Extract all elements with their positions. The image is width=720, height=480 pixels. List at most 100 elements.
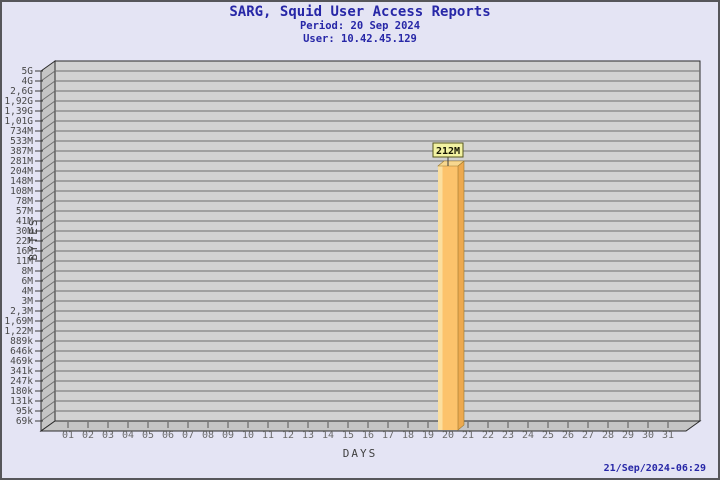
x-tick-label: 30 [642,430,654,441]
y-tick-label: 2,3M [10,306,33,317]
data-bar-front [438,166,458,430]
gridline-side [40,380,56,392]
y-tick-label: 2,6G [10,86,33,97]
y-tick-label: 41M [16,216,33,227]
y-tick-label: 1,01G [4,116,33,127]
x-tick-label: 23 [502,430,514,441]
x-tick-label: 18 [402,430,414,441]
x-tick-label: 11 [262,430,274,441]
y-tick-label: 78M [16,196,33,207]
gridline-side [40,210,56,222]
chart-title: SARG, Squid User Access Reports [229,4,491,20]
y-tick-label: 5G [22,66,34,77]
x-tick-label: 12 [282,430,294,441]
data-bar-highlight [438,166,443,430]
x-tick-label: 02 [82,430,94,441]
gridline-side [40,130,56,142]
gridline-side [40,170,56,182]
gridline-side [40,260,56,272]
x-tick-label: 28 [602,430,614,441]
data-bar-side [457,160,465,431]
y-tick-label: 3M [22,296,34,307]
y-tick-label: 1,69M [4,316,33,327]
chart-period: Period: 20 Sep 2024 [299,20,421,32]
y-tick-label: 4G [22,76,34,87]
y-tick-label: 247k [10,376,33,387]
y-tick-label: 204M [10,166,33,177]
gridline-side [40,400,56,412]
y-tick-label: 57M [16,206,33,217]
y-tick-label: 281M [10,156,33,167]
y-tick-label: 341k [10,366,33,377]
x-tick-label: 04 [122,430,134,441]
gridline-side [40,250,56,262]
x-tick-label: 20 [442,430,454,441]
gridline-side [40,180,56,192]
gridline-side [40,160,56,172]
y-tick-label: 148M [10,176,33,187]
x-tick-label: 31 [662,430,674,441]
gridline-side [40,410,56,422]
x-tick-label: 24 [522,430,534,441]
gridline-side [40,230,56,242]
x-tick-label: 14 [322,430,334,441]
data-bar-top [437,160,465,167]
gridline-side [40,320,56,332]
report-timestamp: 21/Sep/2024-06:29 [603,463,706,474]
gridline-side [40,290,56,302]
y-tick-label: 1,39G [4,106,33,117]
x-tick-label: 09 [222,430,234,441]
gridline-side [40,360,56,372]
y-tick-label: 6M [22,276,34,287]
gridline-side [40,390,56,402]
x-tick-label: 16 [362,430,374,441]
y-tick-label: 131k [10,396,33,407]
gridline-side [40,350,56,362]
gridline-side [40,310,56,322]
x-tick-label: 05 [142,430,154,441]
gridline-side [40,340,56,352]
gridline-side [40,330,56,342]
gridline-side [40,80,56,92]
y-tick-label: 533M [10,136,33,147]
x-tick-label: 13 [302,430,314,441]
x-tick-label: 27 [582,430,594,441]
gridline-side [40,90,56,102]
y-tick-label: 1,22M [4,326,33,337]
y-tick-label: 734M [10,126,33,137]
y-tick-label: 69k [16,416,33,427]
bar-value-label: 212M [436,146,460,157]
y-tick-label: 8M [22,266,34,277]
x-tick-label: 07 [182,430,194,441]
x-axis-title: DAYS [342,447,378,460]
chart-header: SARG, Squid User Access Reports Period: … [0,5,720,46]
x-tick-label: 29 [622,430,634,441]
y-tick-label: 108M [10,186,33,197]
gridline-side [40,120,56,132]
x-tick-label: 08 [202,430,214,441]
x-tick-label: 19 [422,430,434,441]
gridline-side [40,110,56,122]
chart-user: User: 10.42.45.129 [303,33,417,45]
x-tick-label: 17 [382,430,394,441]
gridline-side [40,100,56,112]
y-tick-label: 11M [16,256,33,267]
gridline-side [40,370,56,382]
y-tick-label: 22M [16,236,33,247]
y-tick-label: 16M [16,246,33,257]
x-tick-label: 10 [242,430,254,441]
gridline-side [40,280,56,292]
x-tick-label: 26 [562,430,574,441]
gridline-side [40,270,56,282]
y-tick-label: 1,92G [4,96,33,107]
x-tick-label: 06 [162,430,174,441]
gridline-side [40,240,56,252]
gridline-side [40,200,56,212]
gridline-side [40,70,56,82]
x-tick-label: 25 [542,430,554,441]
gridline-side [40,220,56,232]
y-tick-label: 4M [22,286,34,297]
x-tick-label: 15 [342,430,354,441]
y-tick-label: 180k [10,386,33,397]
